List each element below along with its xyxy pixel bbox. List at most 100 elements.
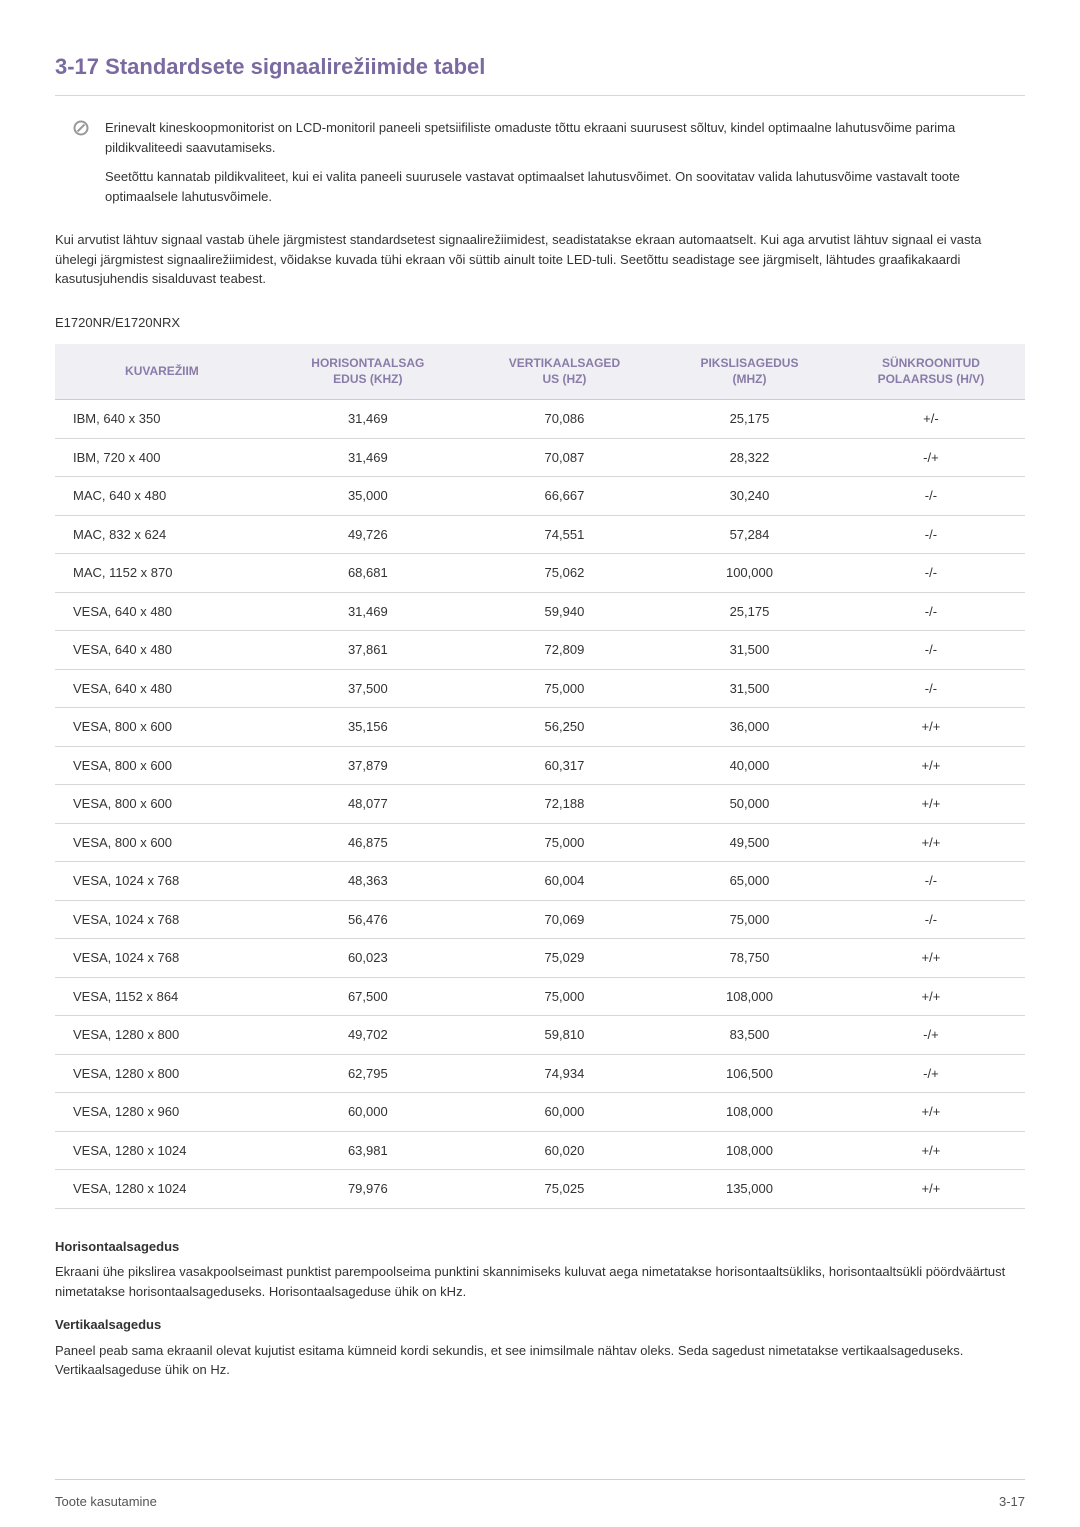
table-cell: +/+ xyxy=(837,1170,1025,1209)
table-row: VESA, 1280 x 80062,79574,934106,500-/+ xyxy=(55,1054,1025,1093)
table-cell: IBM, 640 x 350 xyxy=(55,400,269,439)
table-cell: VESA, 1024 x 768 xyxy=(55,900,269,939)
table-cell: 83,500 xyxy=(662,1016,837,1055)
table-cell: -/- xyxy=(837,554,1025,593)
table-cell: +/+ xyxy=(837,1093,1025,1132)
th-vfreq: VERTIKAALSAGED US (HZ) xyxy=(467,344,662,400)
th-sync-l2: POLAARSUS (H/V) xyxy=(878,372,985,386)
th-pixclk: PIKSLISAGEDUS (MHZ) xyxy=(662,344,837,400)
table-cell: 60,317 xyxy=(467,746,662,785)
table-cell: 66,667 xyxy=(467,477,662,516)
table-row: MAC, 1152 x 87068,68175,062100,000-/- xyxy=(55,554,1025,593)
table-cell: 50,000 xyxy=(662,785,837,824)
table-cell: 62,795 xyxy=(269,1054,467,1093)
table-cell: +/+ xyxy=(837,823,1025,862)
table-cell: 75,000 xyxy=(467,823,662,862)
table-cell: 68,681 xyxy=(269,554,467,593)
table-row: MAC, 832 x 62449,72674,55157,284-/- xyxy=(55,515,1025,554)
table-cell: 60,000 xyxy=(467,1093,662,1132)
table-cell: 60,000 xyxy=(269,1093,467,1132)
table-cell: 74,551 xyxy=(467,515,662,554)
table-cell: VESA, 800 x 600 xyxy=(55,708,269,747)
th-vfreq-l1: VERTIKAALSAGED xyxy=(509,356,620,370)
table-row: VESA, 1024 x 76856,47670,06975,000-/- xyxy=(55,900,1025,939)
table-cell: +/+ xyxy=(837,977,1025,1016)
table-cell: VESA, 1280 x 1024 xyxy=(55,1131,269,1170)
table-cell: 59,810 xyxy=(467,1016,662,1055)
table-cell: +/- xyxy=(837,400,1025,439)
table-row: IBM, 720 x 40031,46970,08728,322-/+ xyxy=(55,438,1025,477)
page-title: 3-17 Standardsete signaalirežiimide tabe… xyxy=(55,50,1025,96)
table-cell: 75,000 xyxy=(467,977,662,1016)
def-body-vert: Paneel peab sama ekraanil olevat kujutis… xyxy=(55,1341,1025,1380)
table-cell: VESA, 640 x 480 xyxy=(55,631,269,670)
table-cell: 75,062 xyxy=(467,554,662,593)
table-cell: 72,188 xyxy=(467,785,662,824)
table-cell: 60,004 xyxy=(467,862,662,901)
th-pixclk-l2: (MHZ) xyxy=(732,372,766,386)
table-cell: 31,469 xyxy=(269,438,467,477)
table-cell: 28,322 xyxy=(662,438,837,477)
table-cell: 49,500 xyxy=(662,823,837,862)
table-cell: 72,809 xyxy=(467,631,662,670)
table-row: VESA, 1280 x 102463,98160,020108,000+/+ xyxy=(55,1131,1025,1170)
table-row: VESA, 800 x 60037,87960,31740,000+/+ xyxy=(55,746,1025,785)
table-cell: +/+ xyxy=(837,785,1025,824)
table-cell: 57,284 xyxy=(662,515,837,554)
body-paragraph: Kui arvutist lähtuv signaal vastab ühele… xyxy=(55,230,1025,289)
def-body-horiz: Ekraani ühe pikslirea vasakpoolseimast p… xyxy=(55,1262,1025,1301)
table-cell: VESA, 640 x 480 xyxy=(55,669,269,708)
table-row: VESA, 640 x 48031,46959,94025,175-/- xyxy=(55,592,1025,631)
table-cell: MAC, 1152 x 870 xyxy=(55,554,269,593)
table-cell: 74,934 xyxy=(467,1054,662,1093)
note-block: Erinevalt kineskoopmonitorist on LCD-mon… xyxy=(73,118,1025,216)
table-cell: VESA, 800 x 600 xyxy=(55,785,269,824)
table-cell: 75,029 xyxy=(467,939,662,978)
table-row: VESA, 800 x 60048,07772,18850,000+/+ xyxy=(55,785,1025,824)
table-cell: 70,087 xyxy=(467,438,662,477)
table-cell: -/- xyxy=(837,477,1025,516)
table-cell: 35,156 xyxy=(269,708,467,747)
table-cell: MAC, 640 x 480 xyxy=(55,477,269,516)
page-footer: Toote kasutamine 3-17 xyxy=(0,1463,1080,1527)
table-cell: 37,879 xyxy=(269,746,467,785)
table-cell: -/- xyxy=(837,669,1025,708)
table-cell: 60,023 xyxy=(269,939,467,978)
table-cell: 40,000 xyxy=(662,746,837,785)
note-text: Erinevalt kineskoopmonitorist on LCD-mon… xyxy=(105,118,1025,216)
table-cell: -/- xyxy=(837,900,1025,939)
table-cell: 31,469 xyxy=(269,592,467,631)
table-cell: VESA, 640 x 480 xyxy=(55,592,269,631)
table-row: VESA, 800 x 60046,87575,00049,500+/+ xyxy=(55,823,1025,862)
table-cell: -/- xyxy=(837,515,1025,554)
model-label: E1720NR/E1720NRX xyxy=(55,313,1025,333)
table-cell: 49,702 xyxy=(269,1016,467,1055)
table-cell: 79,976 xyxy=(269,1170,467,1209)
table-header-row: KUVAREŽIIM HORISONTAALSAG EDUS (KHZ) VER… xyxy=(55,344,1025,400)
table-cell: 108,000 xyxy=(662,977,837,1016)
th-sync-l1: SÜNKROONITUD xyxy=(882,356,980,370)
th-pixclk-l1: PIKSLISAGEDUS xyxy=(700,356,798,370)
table-cell: 108,000 xyxy=(662,1093,837,1132)
table-cell: 35,000 xyxy=(269,477,467,516)
table-row: MAC, 640 x 48035,00066,66730,240-/- xyxy=(55,477,1025,516)
table-cell: -/- xyxy=(837,592,1025,631)
table-cell: 37,861 xyxy=(269,631,467,670)
table-cell: 106,500 xyxy=(662,1054,837,1093)
table-cell: VESA, 1280 x 960 xyxy=(55,1093,269,1132)
table-cell: 25,175 xyxy=(662,592,837,631)
table-cell: VESA, 1280 x 800 xyxy=(55,1054,269,1093)
table-cell: 25,175 xyxy=(662,400,837,439)
table-cell: 59,940 xyxy=(467,592,662,631)
table-cell: 56,476 xyxy=(269,900,467,939)
table-cell: 31,500 xyxy=(662,631,837,670)
table-cell: 56,250 xyxy=(467,708,662,747)
table-cell: VESA, 1152 x 864 xyxy=(55,977,269,1016)
table-row: VESA, 1280 x 80049,70259,81083,500-/+ xyxy=(55,1016,1025,1055)
table-cell: 60,020 xyxy=(467,1131,662,1170)
th-vfreq-l2: US (HZ) xyxy=(542,372,586,386)
table-cell: 31,469 xyxy=(269,400,467,439)
table-cell: 135,000 xyxy=(662,1170,837,1209)
table-cell: 31,500 xyxy=(662,669,837,708)
table-cell: 36,000 xyxy=(662,708,837,747)
